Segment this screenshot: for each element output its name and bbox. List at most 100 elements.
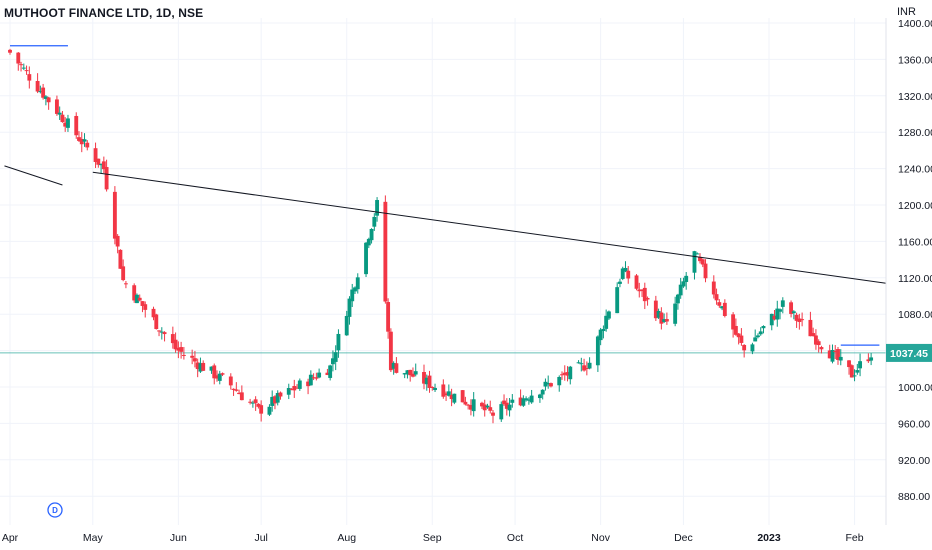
candle-up bbox=[598, 327, 603, 346]
y-tick-label: 1000.00 bbox=[898, 382, 932, 394]
candle-body bbox=[250, 402, 255, 404]
candle-body bbox=[355, 277, 360, 290]
chart-grid bbox=[0, 18, 886, 525]
last-price-label: 1037.45 bbox=[890, 348, 928, 360]
candle-body bbox=[157, 330, 161, 332]
candle-body bbox=[615, 287, 620, 314]
candle-body bbox=[833, 350, 838, 352]
candle-body bbox=[24, 70, 29, 72]
candle-body bbox=[488, 407, 493, 411]
candle-down bbox=[16, 52, 21, 71]
candle-body bbox=[623, 267, 628, 272]
candle-down bbox=[640, 289, 644, 298]
y-tick-label: 1400.00 bbox=[898, 18, 932, 30]
candle-down bbox=[74, 112, 79, 139]
x-tick-label: May bbox=[83, 532, 104, 544]
candle-down bbox=[800, 312, 805, 327]
candle-body bbox=[74, 115, 79, 136]
candle-body bbox=[521, 398, 526, 406]
candle-down bbox=[46, 96, 51, 110]
candle-up bbox=[452, 393, 457, 405]
candle-up bbox=[286, 383, 291, 400]
candle-down bbox=[132, 283, 137, 303]
candle-down bbox=[408, 369, 413, 382]
candle-down bbox=[480, 401, 484, 410]
candle-body bbox=[695, 253, 700, 255]
candle-body bbox=[286, 388, 291, 395]
candle-down bbox=[123, 281, 128, 289]
candle-down bbox=[717, 299, 722, 308]
candle-down bbox=[626, 266, 631, 284]
candle-up bbox=[775, 300, 780, 327]
candle-up bbox=[529, 389, 534, 404]
candle-up bbox=[540, 389, 545, 400]
candle-body bbox=[582, 365, 587, 371]
candle-up bbox=[353, 286, 357, 295]
candle-body bbox=[444, 393, 449, 396]
candle-down bbox=[819, 345, 824, 354]
candle-body bbox=[297, 380, 302, 389]
candle-body bbox=[118, 249, 123, 269]
candle-up bbox=[604, 309, 609, 332]
x-tick-label: Dec bbox=[674, 532, 693, 544]
candle-up bbox=[471, 392, 476, 417]
candle-up bbox=[330, 350, 335, 372]
candle-up bbox=[546, 375, 551, 389]
candle-body bbox=[173, 339, 178, 350]
candle-up bbox=[375, 197, 380, 222]
candle-down bbox=[173, 332, 178, 353]
candle-body bbox=[720, 306, 725, 309]
candle-up bbox=[557, 375, 562, 392]
price-axis[interactable]: 1400.00 1360.00 1320.00 1280.00 1240.00 1200.… bbox=[898, 18, 932, 503]
candle-body bbox=[123, 283, 128, 285]
candle-down bbox=[736, 333, 741, 345]
candle-down bbox=[220, 372, 225, 377]
candle-down bbox=[325, 368, 330, 376]
candle-body bbox=[99, 164, 104, 166]
candle-down bbox=[847, 360, 851, 375]
candle-body bbox=[60, 114, 65, 123]
candle-body bbox=[151, 308, 156, 318]
candle-body bbox=[518, 397, 523, 406]
candle-body bbox=[540, 389, 545, 395]
candle-body bbox=[568, 366, 573, 380]
candle-body bbox=[325, 372, 330, 376]
candle-body bbox=[317, 372, 322, 378]
candle-body bbox=[292, 386, 297, 391]
candle-body bbox=[19, 64, 23, 66]
candle-body bbox=[557, 376, 562, 386]
candle-body bbox=[433, 387, 437, 391]
candle-up bbox=[424, 374, 429, 391]
candle-body bbox=[217, 373, 222, 381]
candle-body bbox=[722, 302, 727, 316]
candle-up bbox=[433, 383, 437, 392]
candle-body bbox=[350, 289, 355, 302]
candle-up bbox=[317, 368, 322, 379]
candle-up bbox=[135, 293, 139, 304]
y-tick-label: 1240.00 bbox=[898, 164, 932, 176]
candle-down bbox=[388, 328, 393, 373]
dividend-letter: D bbox=[52, 506, 58, 515]
time-axis[interactable]: Apr May Jun Jul Aug Sep Oct Nov Dec 2023 Feb bbox=[2, 532, 864, 544]
candle-down bbox=[137, 294, 142, 302]
candle-body bbox=[234, 389, 239, 391]
candle-body bbox=[468, 405, 473, 410]
candle-down bbox=[584, 361, 589, 376]
candle-body bbox=[63, 122, 68, 127]
candle-body bbox=[449, 394, 454, 400]
candle-down bbox=[742, 344, 747, 358]
candle-body bbox=[391, 362, 396, 369]
dividend-marker[interactable]: D bbox=[47, 502, 63, 518]
candle-down bbox=[101, 156, 106, 173]
candle-down bbox=[549, 382, 553, 388]
x-tick-label: Sep bbox=[423, 532, 442, 544]
candle-down bbox=[642, 282, 647, 310]
candle-body bbox=[847, 360, 851, 368]
trendline bbox=[92, 171, 887, 284]
candle-down bbox=[794, 312, 799, 328]
candle-body bbox=[524, 398, 529, 401]
candle-down bbox=[190, 349, 195, 365]
candle-down bbox=[714, 288, 719, 305]
candle-body bbox=[159, 331, 164, 333]
